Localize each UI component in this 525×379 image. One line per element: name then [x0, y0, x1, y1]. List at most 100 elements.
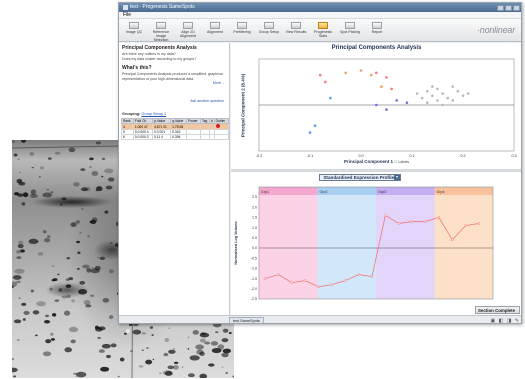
gel-spot — [64, 347, 72, 353]
panel-heading: Principal Components Analysis — [122, 45, 197, 51]
minimize-button[interactable] — [497, 4, 504, 11]
gel-spot — [221, 338, 229, 343]
gel-spot — [68, 277, 74, 281]
step-icon — [372, 22, 382, 29]
step-1[interactable]: Reference Image Selection — [150, 22, 172, 42]
pca-point — [456, 89, 460, 93]
pca-scatter-plot[interactable]: -0.2 -0.1 0.0 0.1 0.2 0.3 — [231, 53, 522, 159]
gel-spot — [28, 238, 39, 244]
step-8[interactable]: Spot Picking — [339, 22, 361, 34]
gel-spot — [138, 365, 144, 368]
gel-spot — [16, 339, 20, 341]
brand-logo: ·nonlinear — [476, 25, 515, 35]
profile-selector[interactable]: Standardised Expression Profiles ▼ — [319, 174, 401, 181]
app-icon — [123, 5, 128, 10]
gel-spot — [107, 177, 115, 182]
table-cell — [186, 134, 202, 141]
gel-spot — [36, 240, 40, 243]
pca-point — [451, 99, 455, 102]
gel-spot — [70, 222, 77, 227]
gel-spot — [16, 280, 21, 284]
pca-x-label: Principal Component 1 — [343, 159, 393, 164]
gel-spot — [221, 352, 229, 358]
step-4[interactable]: Prefiltering — [231, 22, 253, 34]
step-7[interactable]: Progenesis Stats — [312, 22, 334, 38]
group-band — [376, 187, 435, 299]
pca-point — [466, 92, 470, 95]
step-icon — [318, 22, 328, 29]
expression-profile-chart[interactable]: Grp1 Grp2 Grp3 Grp4 2.5 2.0 1.5 1.0 0.5 0.0 -0.5 -1… — [231, 183, 522, 303]
pca-point — [308, 131, 312, 134]
expr-y-tick: 2.0 — [252, 205, 257, 209]
gel-spot — [20, 249, 25, 253]
labels-checkbox[interactable]: ☐ Labels — [394, 160, 410, 164]
step-6[interactable]: View Results — [285, 22, 307, 34]
table-cell: 0.394 — [170, 134, 188, 141]
table-cell: 0.11 4 — [152, 134, 172, 141]
gel-spot — [50, 332, 54, 336]
gel-spot — [75, 220, 80, 224]
step-2[interactable]: Align 2D Alignment — [177, 22, 199, 38]
ask-question-link[interactable]: Ask another question — [190, 99, 224, 104]
maximize-button[interactable] — [505, 4, 512, 11]
pca-point — [436, 87, 439, 91]
gel-spot — [57, 273, 60, 276]
group-band-header — [376, 187, 435, 195]
step-9[interactable]: Report — [366, 22, 388, 34]
left-panel: Principal Components Analysis Are there … — [119, 43, 230, 323]
window-controls[interactable] — [497, 4, 521, 11]
gel-spot — [47, 235, 51, 238]
gel-spot — [31, 166, 34, 169]
step-0[interactable]: Image QC — [123, 22, 145, 34]
section-complete-button[interactable]: Section Complete — [475, 306, 520, 314]
gel-spot — [89, 166, 92, 169]
taskbar-button[interactable]: test SameSpots — [229, 317, 264, 323]
splitter[interactable] — [231, 169, 521, 172]
pca-point — [420, 96, 424, 100]
gel-spot — [50, 191, 54, 193]
gel-spot — [159, 372, 162, 375]
gel-spot — [75, 371, 87, 378]
chevron-down-icon[interactable]: ▼ — [394, 175, 400, 180]
table-row[interactable]: 4 1.000 47 4.871 01 1.78 68 — [121, 123, 230, 131]
gel-spot — [13, 319, 22, 324]
table-row[interactable]: 6 0.0 000 0 0.11 4 0.394 — [121, 134, 230, 141]
grouping-link[interactable]: Group Setup 1 — [141, 112, 167, 117]
expr-point — [330, 283, 334, 286]
expr-point — [290, 281, 293, 284]
gel-spot — [37, 252, 44, 256]
gel-spot — [192, 329, 199, 335]
gel-spot — [228, 331, 232, 334]
expr-y-tick: 0.0 — [252, 246, 257, 250]
expr-point — [317, 285, 320, 289]
step-5[interactable]: Group Setup — [258, 22, 280, 34]
step-icon — [210, 22, 220, 29]
gel-spot — [65, 284, 72, 288]
gel-spot — [50, 338, 55, 341]
menu-file[interactable]: File — [123, 12, 132, 18]
expr-y-tick: -1.5 — [251, 277, 257, 281]
step-icon — [264, 22, 274, 29]
pca-point — [441, 103, 444, 107]
pca-point — [426, 101, 429, 104]
pca-point — [318, 73, 322, 77]
pca-point — [385, 108, 388, 111]
pca-point — [436, 99, 439, 102]
gel-spot — [23, 310, 30, 315]
pca-point — [461, 94, 465, 98]
gel-spot — [52, 278, 58, 282]
step-label: Reference Image Selection — [152, 30, 170, 42]
more-link[interactable]: More... — [212, 81, 224, 86]
close-button[interactable] — [513, 4, 520, 11]
pca-y-label: Principal Component 2 (8.4%) — [240, 73, 246, 138]
pca-x-tick: 0.0 — [358, 154, 363, 158]
gel-spot — [225, 372, 228, 374]
gel-spot — [195, 344, 204, 350]
group-band-header — [317, 187, 376, 195]
step-label: Report — [371, 30, 383, 34]
gel-spot — [61, 197, 67, 201]
gel-spot — [42, 351, 52, 357]
step-3[interactable]: Alignment — [204, 22, 226, 34]
question-2: Does my data cluster according to my gro… — [122, 56, 197, 61]
pca-point — [431, 94, 434, 98]
